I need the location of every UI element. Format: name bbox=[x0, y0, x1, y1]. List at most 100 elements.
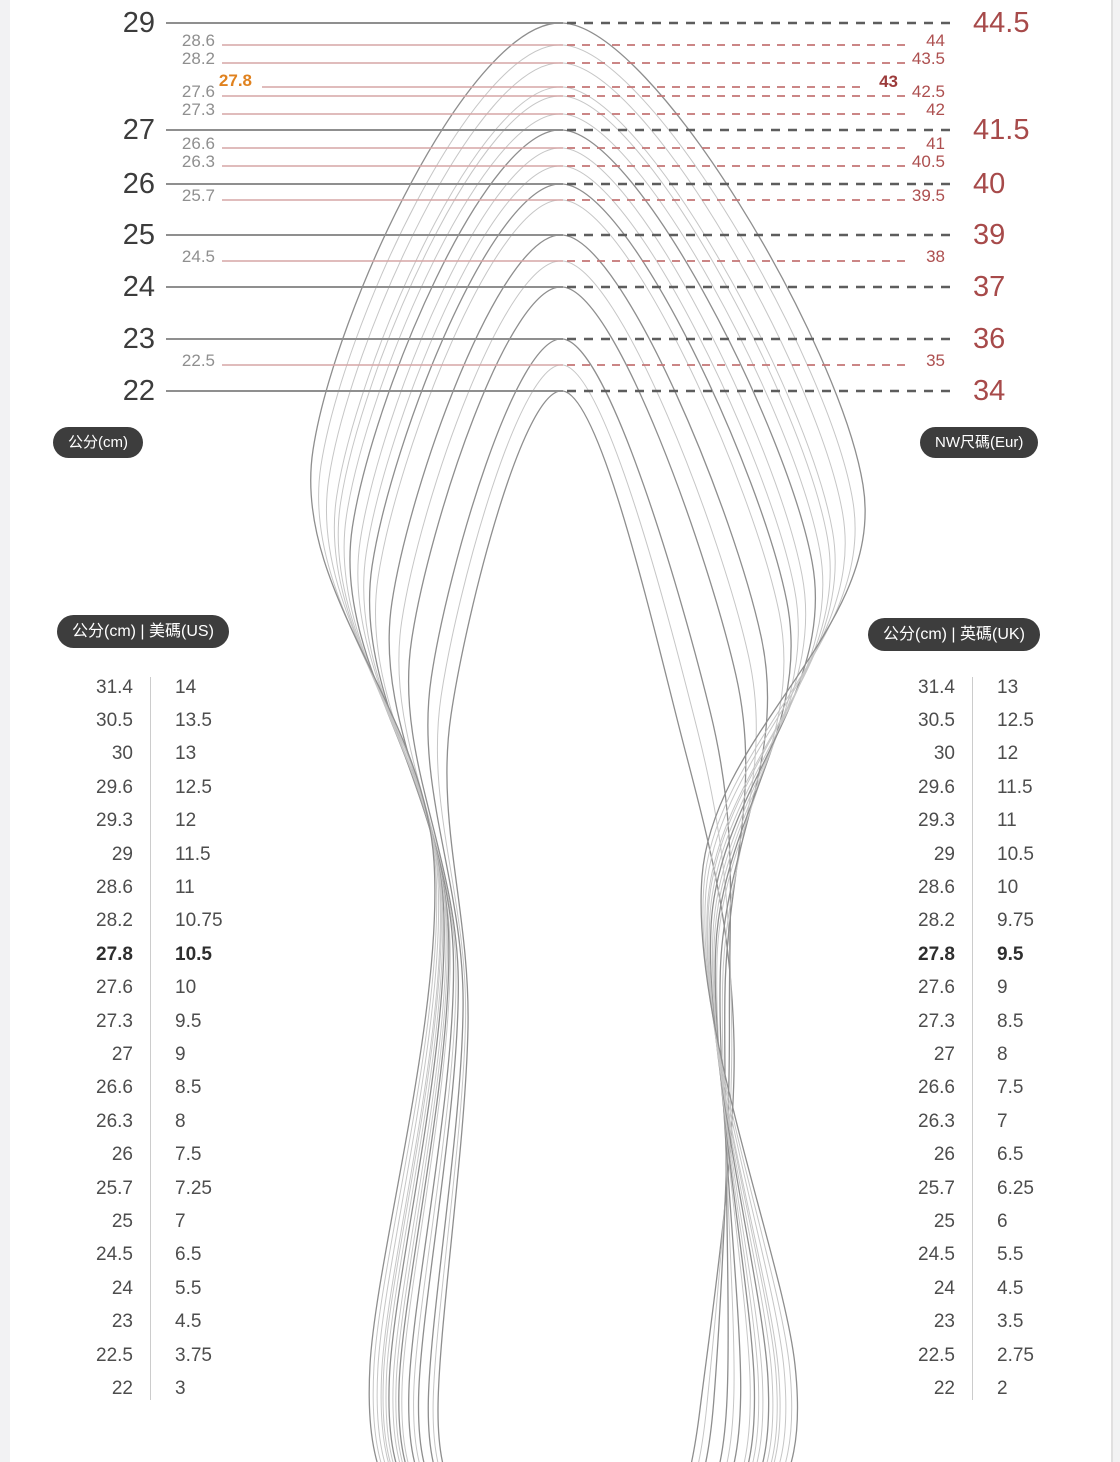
foot-outline bbox=[357, 147, 807, 1462]
cm-value: 25 bbox=[111, 1210, 133, 1232]
cm-value: 22 bbox=[933, 1377, 955, 1399]
us-size-value: 9.5 bbox=[175, 1010, 202, 1032]
uk-size-value: 10.5 bbox=[997, 843, 1034, 865]
highlighted-eur-size-label: 43 bbox=[879, 72, 898, 91]
cm-size-label: 26.6 bbox=[181, 134, 215, 153]
uk-size-value: 11 bbox=[997, 810, 1017, 832]
cm-value: 31.4 bbox=[918, 676, 955, 698]
eur-size-label: 43.5 bbox=[911, 49, 945, 68]
cm-value: 29.3 bbox=[918, 810, 955, 832]
cm-size-label: 27.6 bbox=[181, 82, 215, 101]
us-size-value: 14 bbox=[175, 676, 197, 698]
cm-value: 29 bbox=[111, 843, 133, 865]
table-row: 22.5 3.75 bbox=[53, 1339, 293, 1372]
cm-value: 24.5 bbox=[96, 1244, 133, 1266]
us-size-value: 4.5 bbox=[175, 1311, 202, 1333]
foot-outline bbox=[337, 95, 831, 1462]
highlighted-cm-size-label: 27.8 bbox=[218, 71, 252, 90]
uk-size-value: 9 bbox=[997, 977, 1008, 999]
us-table-divider bbox=[150, 677, 151, 1400]
table-row: 26.6 8.5 bbox=[53, 1072, 293, 1105]
us-size-value: 10.5 bbox=[175, 943, 212, 965]
table-row: 31.4 13 bbox=[875, 671, 1115, 704]
table-row: 26.6 7.5 bbox=[875, 1072, 1115, 1105]
cm-value: 27.6 bbox=[96, 977, 133, 999]
us-size-value: 3.75 bbox=[175, 1344, 212, 1366]
cm-value: 23 bbox=[111, 1311, 133, 1333]
us-size-value: 12 bbox=[175, 810, 197, 832]
table-row: 24.5 5.5 bbox=[875, 1239, 1115, 1272]
cm-value: 30.5 bbox=[918, 710, 955, 732]
us-size-value: 7.5 bbox=[175, 1144, 202, 1166]
table-row: 27.8 10.5 bbox=[53, 938, 293, 971]
cm-value: 22.5 bbox=[96, 1344, 133, 1366]
uk-size-value: 6.25 bbox=[997, 1177, 1034, 1199]
us-size-value: 3 bbox=[175, 1377, 186, 1399]
table-row: 26 6.5 bbox=[875, 1138, 1115, 1171]
table-row: 27.3 8.5 bbox=[875, 1005, 1115, 1038]
cm-size-label: 22.5 bbox=[181, 351, 215, 370]
cm-size-label: 24 bbox=[122, 271, 155, 303]
table-row: 25.7 7.25 bbox=[53, 1172, 293, 1205]
cm-unit-pill: 公分(cm) bbox=[53, 427, 143, 458]
eur-size-label: 44.5 bbox=[973, 7, 1030, 39]
table-row: 22.5 2.75 bbox=[875, 1339, 1115, 1372]
eur-size-label: 37 bbox=[973, 271, 1006, 303]
us-size-value: 9 bbox=[175, 1043, 186, 1065]
foot-outline bbox=[398, 260, 757, 1462]
table-row: 29.6 11.5 bbox=[875, 771, 1115, 804]
uk-size-value: 7.5 bbox=[997, 1077, 1024, 1099]
content-panel bbox=[10, 0, 1113, 1462]
cm-value: 24 bbox=[933, 1277, 955, 1299]
cm-size-label: 24.5 bbox=[181, 247, 215, 266]
cm-size-label: 23 bbox=[122, 323, 155, 355]
eur-size-label: 38 bbox=[926, 247, 945, 266]
cm-value: 26.3 bbox=[918, 1110, 955, 1132]
cm-value: 28.6 bbox=[96, 877, 133, 899]
uk-size-value: 5.5 bbox=[997, 1244, 1024, 1266]
cm-value: 26.3 bbox=[96, 1110, 133, 1132]
table-row: 24 4.5 bbox=[875, 1272, 1115, 1305]
us-size-value: 11 bbox=[175, 877, 195, 899]
cm-value: 31.4 bbox=[96, 676, 133, 698]
foot-outline bbox=[388, 234, 769, 1462]
table-row: 26.3 7 bbox=[875, 1105, 1115, 1138]
cm-value: 25 bbox=[933, 1210, 955, 1232]
eur-size-label: 36 bbox=[973, 323, 1006, 355]
cm-to-us-table: 31.4 14 30.5 13.5 30 13 29.6 12.5 29.3 1… bbox=[53, 671, 293, 1406]
uk-size-value: 7 bbox=[997, 1110, 1008, 1132]
table-row: 22 2 bbox=[875, 1372, 1115, 1405]
cm-value: 27.3 bbox=[96, 1010, 133, 1032]
foot-outline bbox=[437, 390, 735, 1462]
us-size-value: 11.5 bbox=[175, 843, 211, 865]
uk-size-value: 9.75 bbox=[997, 910, 1034, 932]
foot-outline bbox=[432, 364, 733, 1462]
cm-value: 22.5 bbox=[918, 1344, 955, 1366]
uk-size-value: 9.5 bbox=[997, 943, 1024, 965]
us-size-value: 10 bbox=[175, 977, 197, 999]
eur-size-label: 42.5 bbox=[911, 82, 945, 101]
table-row: 27 8 bbox=[875, 1038, 1115, 1071]
eur-size-label: 42 bbox=[926, 100, 945, 119]
cm-value: 25.7 bbox=[96, 1177, 133, 1199]
us-size-value: 12.5 bbox=[175, 776, 212, 798]
foot-outline bbox=[318, 44, 856, 1462]
table-row: 30.5 12.5 bbox=[875, 704, 1115, 737]
uk-size-value: 2 bbox=[997, 1377, 1008, 1399]
foot-outline bbox=[343, 113, 824, 1462]
table-row: 29.6 12.5 bbox=[53, 771, 293, 804]
uk-size-value: 13 bbox=[997, 676, 1019, 698]
eur-size-label: 35 bbox=[926, 351, 945, 370]
eur-size-label: 34 bbox=[973, 375, 1006, 407]
cm-value: 30 bbox=[933, 743, 955, 765]
eur-size-label: 39.5 bbox=[911, 186, 945, 205]
foot-outline bbox=[407, 286, 747, 1462]
us-size-value: 13 bbox=[175, 743, 197, 765]
us-size-value: 8.5 bbox=[175, 1077, 202, 1099]
uk-size-value: 2.75 bbox=[997, 1344, 1034, 1366]
table-row: 27.6 10 bbox=[53, 972, 293, 1005]
uk-size-value: 11.5 bbox=[997, 776, 1033, 798]
uk-size-value: 8 bbox=[997, 1043, 1008, 1065]
table-row: 26 7.5 bbox=[53, 1138, 293, 1171]
